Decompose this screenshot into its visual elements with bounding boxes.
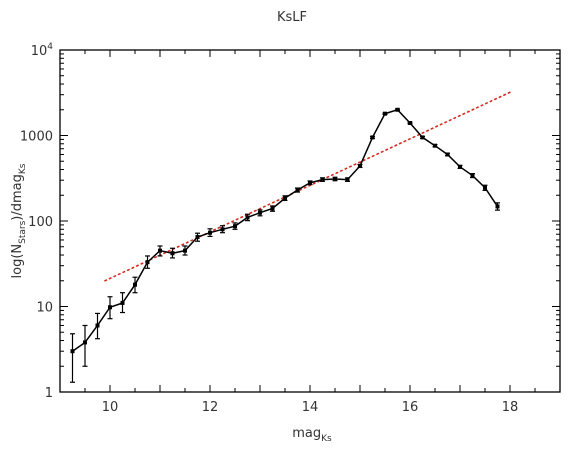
data-point	[308, 180, 312, 185]
data-point	[470, 173, 475, 178]
axis-ticks: 10 12 14 16 18 1 10 100 1000 104	[20, 42, 561, 415]
data-point	[208, 230, 212, 235]
data-point	[333, 176, 337, 181]
data-point	[95, 323, 100, 328]
data-point	[383, 111, 387, 116]
data-point	[483, 185, 487, 190]
data-point	[395, 107, 400, 112]
data-point	[158, 248, 162, 253]
y-tick-label: 1000	[20, 130, 53, 145]
data-point	[370, 135, 375, 140]
data-point	[183, 248, 187, 253]
data-point	[445, 152, 450, 157]
data-point	[108, 305, 112, 310]
chart-title: KsLF	[277, 10, 307, 25]
y-tick-label: 100	[28, 215, 53, 230]
data-point	[408, 121, 412, 126]
data-point	[320, 177, 325, 182]
data-point	[70, 349, 75, 354]
y-axis-label: log(NStars)/dmagKs	[10, 163, 28, 278]
y-tick-label: 1	[45, 386, 53, 401]
data-point	[258, 210, 262, 215]
data-point	[220, 227, 225, 232]
data-point	[195, 234, 200, 239]
data-point	[495, 204, 500, 209]
data-point	[270, 206, 275, 211]
data-series	[70, 107, 500, 383]
data-point	[233, 224, 237, 229]
data-point	[295, 188, 300, 193]
data-point	[245, 215, 250, 220]
data-point	[145, 260, 150, 265]
data-point	[283, 196, 287, 201]
x-tick-label: 12	[202, 400, 219, 415]
x-tick-label: 14	[302, 400, 319, 415]
data-point	[120, 300, 125, 305]
data-point	[433, 143, 437, 148]
data-point	[345, 177, 350, 182]
y-tick-label: 10	[36, 301, 53, 316]
data-point	[83, 340, 87, 345]
plot-frame	[59, 49, 561, 393]
data-point	[133, 282, 137, 287]
x-tick-label: 10	[102, 400, 119, 415]
data-point	[458, 164, 462, 169]
y-tick-label: 104	[31, 42, 54, 59]
x-tick-label: 18	[502, 400, 519, 415]
x-axis-label: magKs	[292, 426, 332, 444]
data-point	[420, 135, 425, 140]
data-point	[358, 163, 362, 168]
data-point	[170, 251, 175, 256]
x-tick-label: 16	[402, 400, 419, 415]
